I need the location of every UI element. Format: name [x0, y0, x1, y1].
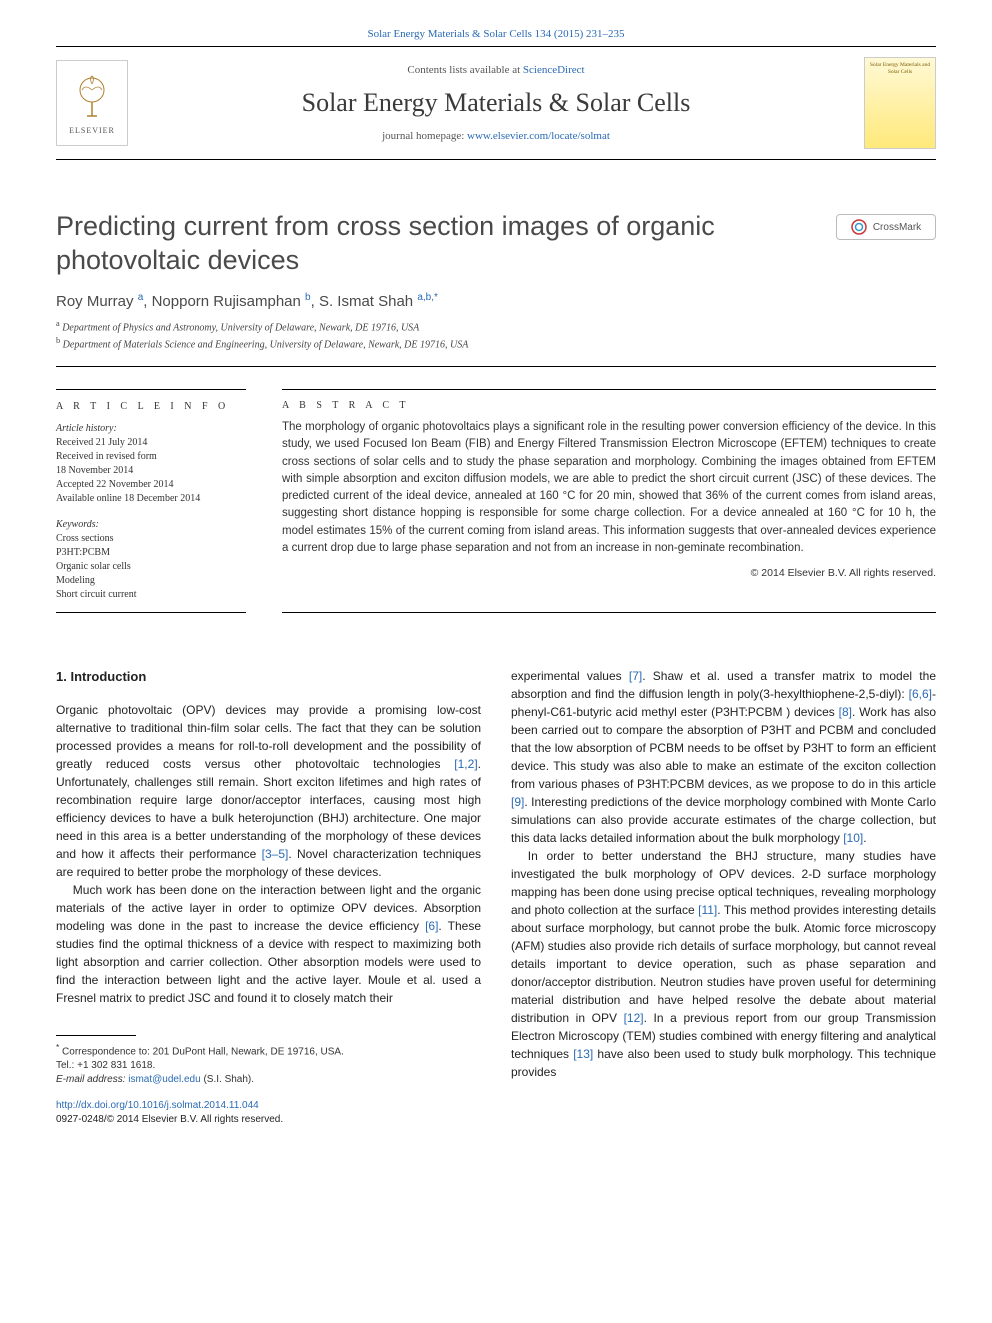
- corr-star-icon: *: [56, 1042, 59, 1052]
- homepage-prefix: journal homepage:: [382, 130, 467, 142]
- journal-homepage-line: journal homepage: www.elsevier.com/locat…: [148, 130, 844, 142]
- aff-key-a: a: [56, 319, 60, 328]
- email-note: E-mail address: ismat@udel.edu (S.I. Sha…: [56, 1073, 481, 1087]
- history-2: 18 November 2014: [56, 464, 246, 478]
- intro-para-3: experimental values [7]. Shaw et al. use…: [511, 667, 936, 847]
- contents-prefix: Contents lists available at: [407, 64, 522, 76]
- intro-para-4: In order to better understand the BHJ st…: [511, 847, 936, 1081]
- crossmark-label: CrossMark: [873, 222, 921, 233]
- aff-text-b: Department of Materials Science and Engi…: [63, 339, 469, 350]
- keyword-1: P3HT:PCBM: [56, 546, 246, 560]
- author-0-aff: a: [138, 292, 144, 303]
- abstract-text: The morphology of organic photovoltaics …: [282, 419, 936, 557]
- corr-email-link[interactable]: ismat@udel.edu: [128, 1074, 200, 1085]
- aff-text-a: Department of Physics and Astronomy, Uni…: [62, 322, 419, 333]
- email-suffix: (S.I. Shah).: [201, 1074, 254, 1085]
- abstract-label: A B S T R A C T: [282, 400, 936, 411]
- intro-para-1: Organic photovoltaic (OPV) devices may p…: [56, 701, 481, 881]
- journal-homepage-link[interactable]: www.elsevier.com/locate/solmat: [467, 130, 610, 142]
- aff-key-b: b: [56, 336, 60, 345]
- corr-text: Correspondence to: 201 DuPont Hall, Newa…: [62, 1046, 344, 1057]
- history-4: Available online 18 December 2014: [56, 492, 246, 506]
- footnote-rule: [56, 1035, 136, 1036]
- keyword-3: Modeling: [56, 574, 246, 588]
- body-column-left: 1. Introduction Organic photovoltaic (OP…: [56, 667, 481, 1127]
- intro-para-2: Much work has been done on the interacti…: [56, 881, 481, 1007]
- footnotes: * Correspondence to: 201 DuPont Hall, Ne…: [56, 1042, 481, 1087]
- history-0: Received 21 July 2014: [56, 436, 246, 450]
- article-info-label: A R T I C L E I N F O: [56, 400, 246, 414]
- affiliations: a Department of Physics and Astronomy, U…: [56, 318, 936, 353]
- article-info: A R T I C L E I N F O Article history: R…: [56, 389, 246, 613]
- info-abstract-row: A R T I C L E I N F O Article history: R…: [56, 389, 936, 631]
- affiliation-b: b Department of Materials Science and En…: [56, 335, 936, 352]
- keyword-0: Cross sections: [56, 532, 246, 546]
- tel-note: Tel.: +1 302 831 1618.: [56, 1059, 481, 1073]
- abstract-copyright: © 2014 Elsevier B.V. All rights reserved…: [282, 567, 936, 579]
- journal-cover-thumbnail: Solar Energy Materials and Solar Cells: [864, 57, 936, 149]
- email-label: E-mail address:: [56, 1074, 128, 1085]
- journal-reference: Solar Energy Materials & Solar Cells 134…: [56, 28, 936, 40]
- section-heading-introduction: 1. Introduction: [56, 667, 481, 687]
- correspondence-note: * Correspondence to: 201 DuPont Hall, Ne…: [56, 1042, 481, 1059]
- journal-header: ELSEVIER Contents lists available at Sci…: [56, 47, 936, 160]
- author-0: Roy Murray: [56, 293, 134, 310]
- body-column-right: experimental values [7]. Shaw et al. use…: [511, 667, 936, 1127]
- keywords-label: Keywords:: [56, 518, 246, 532]
- keyword-2: Organic solar cells: [56, 560, 246, 574]
- elsevier-wordmark: ELSEVIER: [69, 126, 115, 135]
- affiliation-a: a Department of Physics and Astronomy, U…: [56, 318, 936, 335]
- doi-link[interactable]: http://dx.doi.org/10.1016/j.solmat.2014.…: [56, 1100, 259, 1111]
- elsevier-tree-icon: [67, 72, 117, 122]
- cover-thumb-title: Solar Energy Materials and Solar Cells: [869, 62, 931, 75]
- header-center: Contents lists available at ScienceDirec…: [148, 64, 844, 142]
- crossmark-badge[interactable]: CrossMark: [836, 214, 936, 240]
- author-2-aff: a,b,*: [417, 292, 438, 303]
- article-title: Predicting current from cross section im…: [56, 210, 936, 278]
- body-columns: 1. Introduction Organic photovoltaic (OP…: [56, 667, 936, 1127]
- issn-copyright-line: 0927-0248/© 2014 Elsevier B.V. All right…: [56, 1113, 481, 1127]
- history-label: Article history:: [56, 422, 246, 436]
- keyword-4: Short circuit current: [56, 588, 246, 602]
- author-list: Roy Murray a, Nopporn Rujisamphan b, S. …: [56, 292, 936, 310]
- doi-block: http://dx.doi.org/10.1016/j.solmat.2014.…: [56, 1099, 481, 1127]
- sciencedirect-link[interactable]: ScienceDirect: [523, 64, 585, 76]
- history-1: Received in revised form: [56, 450, 246, 464]
- crossmark-icon: [851, 219, 867, 235]
- journal-title: Solar Energy Materials & Solar Cells: [148, 88, 844, 118]
- author-2: S. Ismat Shah: [319, 293, 413, 310]
- elsevier-logo: ELSEVIER: [56, 60, 128, 146]
- contents-available-line: Contents lists available at ScienceDirec…: [148, 64, 844, 76]
- author-1: Nopporn Rujisamphan: [152, 293, 301, 310]
- mid-rule: [56, 366, 936, 367]
- author-1-aff: b: [305, 292, 311, 303]
- history-3: Accepted 22 November 2014: [56, 478, 246, 492]
- abstract: A B S T R A C T The morphology of organi…: [282, 389, 936, 613]
